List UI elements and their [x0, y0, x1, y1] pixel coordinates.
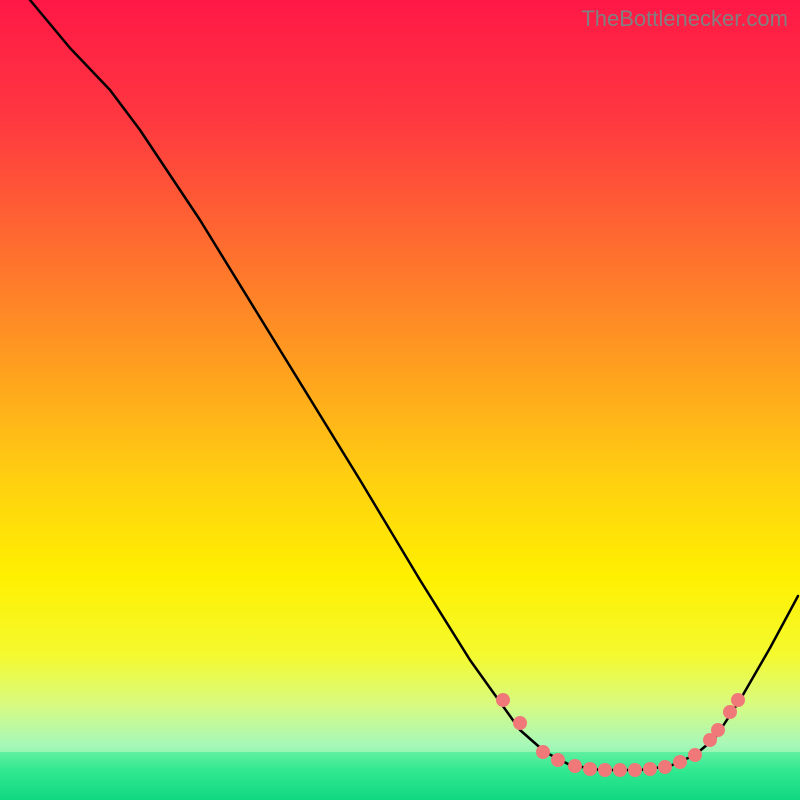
chart-svg: [0, 0, 800, 800]
curve-marker: [568, 759, 582, 773]
curve-marker: [496, 693, 510, 707]
curve-marker: [723, 705, 737, 719]
curve-marker: [598, 763, 612, 777]
attribution-text: TheBottlenecker.com: [581, 6, 788, 32]
curve-marker: [673, 755, 687, 769]
curve-marker: [688, 748, 702, 762]
bottleneck-chart: TheBottlenecker.com: [0, 0, 800, 800]
curve-marker: [536, 745, 550, 759]
curve-marker: [711, 723, 725, 737]
marker-group: [496, 693, 745, 777]
curve-marker: [513, 716, 527, 730]
curve-marker: [658, 760, 672, 774]
curve-marker: [551, 753, 565, 767]
curve-marker: [613, 763, 627, 777]
bottleneck-curve: [30, 0, 798, 770]
curve-marker: [643, 762, 657, 776]
curve-marker: [628, 763, 642, 777]
curve-marker: [731, 693, 745, 707]
curve-marker: [583, 762, 597, 776]
